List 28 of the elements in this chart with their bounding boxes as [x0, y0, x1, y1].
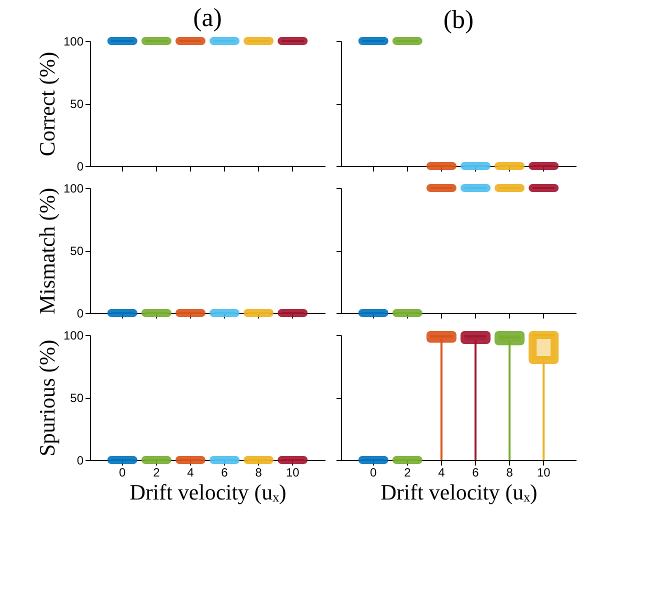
- x-tick-label: 6: [472, 466, 480, 480]
- x-axis-title: Drift velocity (uₓ): [130, 480, 286, 504]
- y-tick-label: 0: [76, 454, 84, 468]
- x-tick-label: 4: [187, 466, 194, 480]
- x-tick-label: 2: [153, 466, 160, 480]
- x-tick-label: 4: [438, 466, 446, 480]
- x-axis-title: Drift velocity (uₓ): [380, 480, 538, 504]
- chart-title: (a): [193, 3, 222, 32]
- y-tick-label: 0: [76, 306, 84, 320]
- x-tick-label: 8: [255, 466, 262, 480]
- x-tick-label: 0: [370, 466, 378, 480]
- y-tick-label: 100: [63, 34, 84, 48]
- y-tick-label: 0: [76, 160, 84, 174]
- x-tick-label: 2: [404, 466, 412, 480]
- y-tick-label: 50: [70, 391, 84, 405]
- y-axis-title: Spurious (%): [34, 340, 60, 456]
- x-tick-label: 8: [506, 466, 514, 480]
- y-tick-label: 100: [63, 328, 84, 342]
- y-axis-title: Mismatch (%): [34, 188, 60, 314]
- x-tick-label: 6: [221, 466, 228, 480]
- x-tick-label: 10: [286, 466, 300, 480]
- chart-title: (b): [443, 5, 474, 34]
- y-axis-title: Correct (%): [34, 52, 60, 156]
- x-tick-label: 10: [536, 466, 551, 480]
- x-tick-label: 0: [119, 466, 126, 480]
- y-tick-label: 50: [70, 97, 84, 111]
- y-tick-label: 100: [63, 182, 84, 196]
- y-tick-label: 50: [70, 244, 84, 258]
